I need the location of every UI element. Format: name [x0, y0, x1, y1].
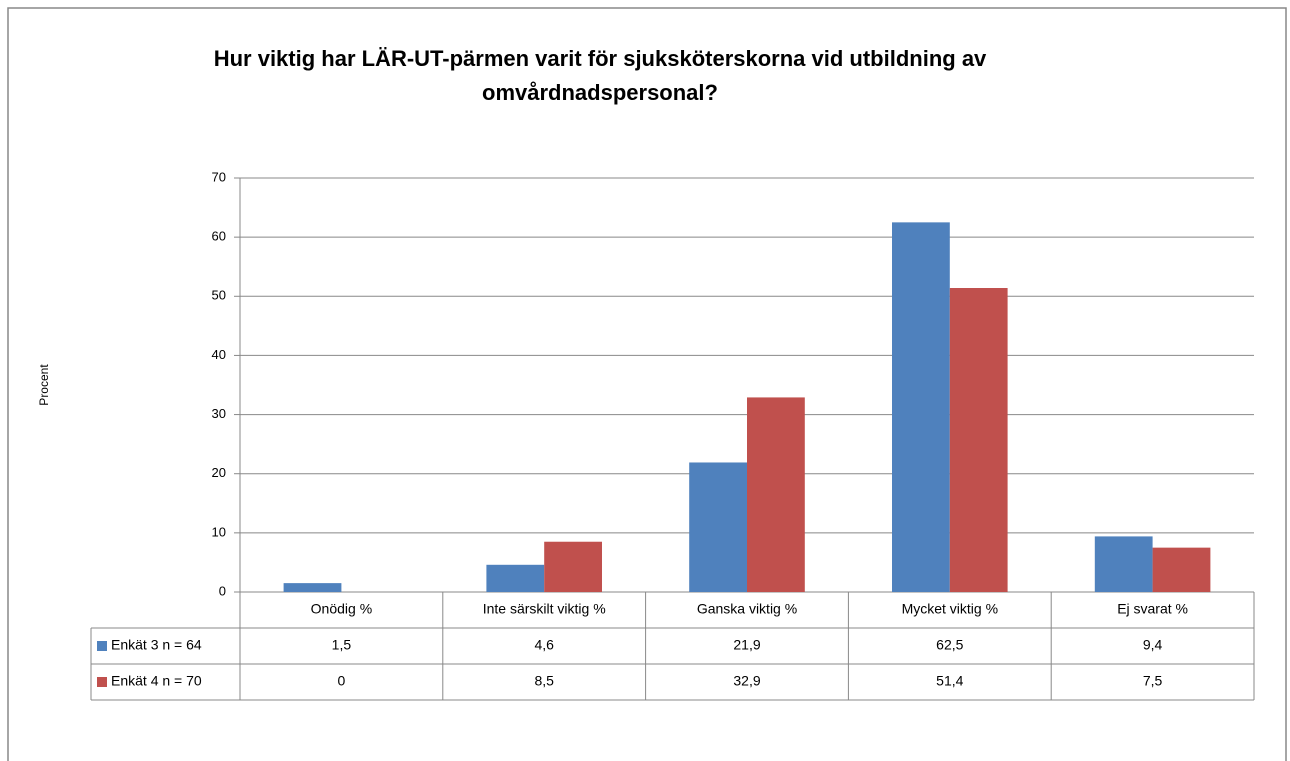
x-tick-label: Onödig %	[311, 601, 372, 617]
y-tick-label: 30	[212, 406, 226, 421]
table-value: 1,5	[332, 637, 352, 653]
legend-label: Enkät 4 n = 70	[111, 673, 202, 689]
table-value: 62,5	[936, 637, 963, 653]
table-value: 51,4	[936, 673, 963, 689]
x-tick-label: Ganska viktig %	[697, 601, 797, 617]
legend-label: Enkät 3 n = 64	[111, 637, 202, 653]
bar	[283, 583, 342, 592]
legend-key	[97, 677, 107, 687]
y-tick-label: 40	[212, 347, 226, 362]
x-tick-label: Mycket viktig %	[902, 601, 998, 617]
x-tick-label: Ej svarat %	[1117, 601, 1188, 617]
y-tick-label: 70	[212, 169, 226, 184]
y-tick-label: 60	[212, 229, 226, 244]
table-value: 9,4	[1143, 637, 1163, 653]
bar	[1152, 547, 1211, 592]
table-value: 21,9	[733, 637, 760, 653]
bar	[689, 462, 747, 592]
y-tick-label: 50	[212, 288, 226, 303]
y-axis-label: Procent	[37, 364, 51, 406]
table-value: 7,5	[1143, 673, 1163, 689]
bar	[747, 397, 805, 592]
bar	[1094, 536, 1153, 592]
y-tick-label: 10	[212, 524, 226, 539]
legend-key	[97, 641, 107, 651]
bar	[486, 564, 545, 592]
bar	[892, 222, 950, 592]
table-value: 32,9	[733, 673, 760, 689]
table-value: 4,6	[534, 637, 554, 653]
chart-title: Hur viktig har LÄR-UT-pärmen varit för s…	[213, 46, 987, 105]
bar	[544, 541, 602, 592]
frame-border	[7, 7, 1287, 761]
bar	[949, 288, 1008, 592]
table-value: 8,5	[534, 673, 554, 689]
x-tick-label: Inte särskilt viktig %	[483, 601, 606, 617]
y-tick-label: 20	[212, 465, 226, 480]
table-value: 0	[338, 673, 346, 689]
y-tick-label: 0	[219, 583, 226, 598]
